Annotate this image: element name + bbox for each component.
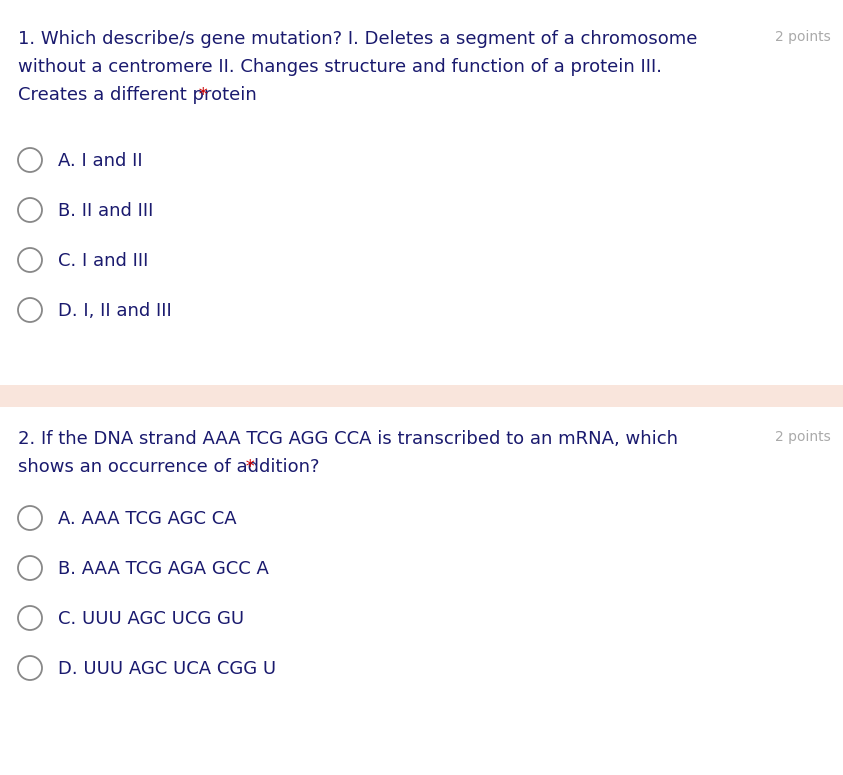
Text: shows an occurrence of addition?: shows an occurrence of addition? — [18, 458, 319, 476]
Circle shape — [18, 606, 42, 630]
Text: Creates a different protein: Creates a different protein — [18, 86, 257, 104]
Circle shape — [18, 298, 42, 322]
Text: 2 points: 2 points — [776, 430, 831, 444]
Text: D. UUU AGC UCA CGG U: D. UUU AGC UCA CGG U — [58, 660, 277, 678]
Circle shape — [18, 506, 42, 530]
Text: without a centromere II. Changes structure and function of a protein III.: without a centromere II. Changes structu… — [18, 58, 662, 76]
Text: D. I, II and III: D. I, II and III — [58, 302, 172, 320]
Circle shape — [18, 198, 42, 222]
Text: 2 points: 2 points — [776, 30, 831, 44]
Text: *: * — [193, 86, 207, 104]
Circle shape — [18, 656, 42, 680]
Circle shape — [18, 556, 42, 580]
Text: B. AAA TCG AGA GCC A: B. AAA TCG AGA GCC A — [58, 560, 269, 578]
Circle shape — [18, 248, 42, 272]
Text: B. II and III: B. II and III — [58, 202, 153, 220]
Bar — [0, 385, 843, 407]
Text: 2. If the DNA strand AAA TCG AGG CCA is transcribed to an mRNA, which: 2. If the DNA strand AAA TCG AGG CCA is … — [18, 430, 678, 448]
Text: 1. Which describe/s gene mutation? I. Deletes a segment of a chromosome: 1. Which describe/s gene mutation? I. De… — [18, 30, 697, 48]
Text: *: * — [240, 458, 255, 476]
Text: A. I and II: A. I and II — [58, 152, 142, 170]
Text: A. AAA TCG AGC CA: A. AAA TCG AGC CA — [58, 510, 237, 528]
Text: C. UUU AGC UCG GU: C. UUU AGC UCG GU — [58, 610, 244, 628]
Circle shape — [18, 148, 42, 172]
Text: C. I and III: C. I and III — [58, 252, 148, 270]
